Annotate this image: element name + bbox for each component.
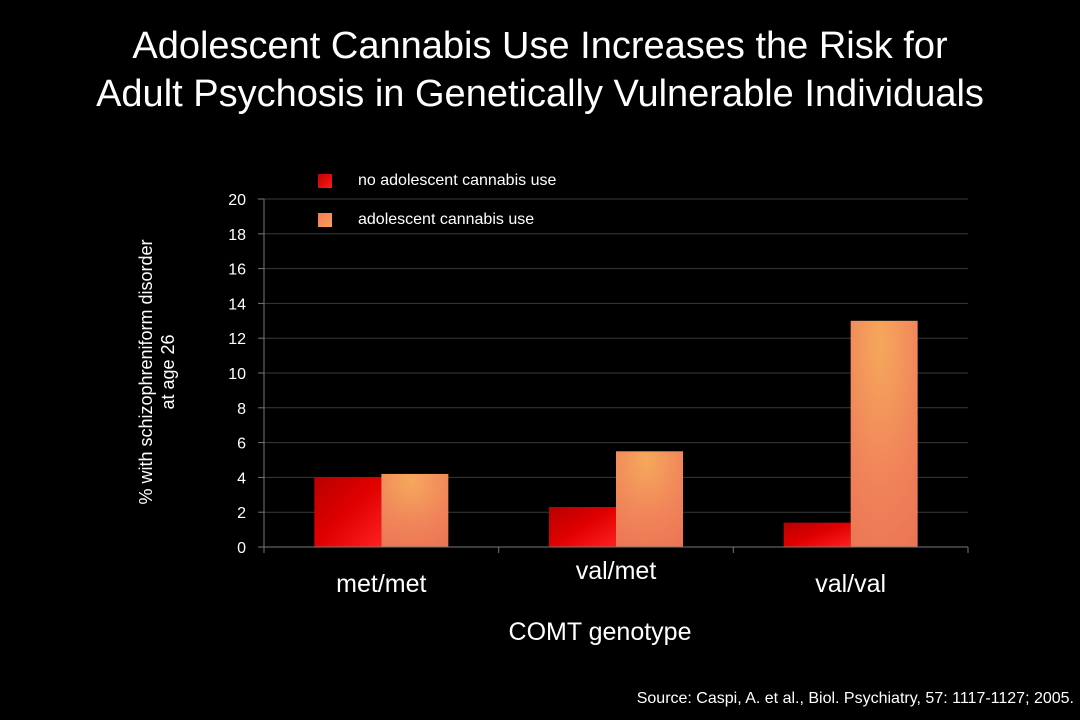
bar-cannabis-3 xyxy=(850,320,918,547)
bar-no-cannabis-1 xyxy=(314,477,382,547)
y-tick-label: 10 xyxy=(228,366,246,383)
bars xyxy=(314,320,918,547)
x-axis: met/met val/met val/val xyxy=(263,199,969,598)
legend-item-no-cannabis: no adolescent cannabis use xyxy=(318,171,556,191)
y-tick-label: 20 xyxy=(228,192,246,209)
title-line-1: Adolescent Cannabis Use Increases the Ri… xyxy=(132,25,948,67)
x-tick-label: met/met xyxy=(336,570,426,598)
chart-title: Adolescent Cannabis Use Increases the Ri… xyxy=(0,22,1080,118)
x-tick-label: val/val xyxy=(815,570,886,598)
y-tick-label: 8 xyxy=(237,401,246,418)
y-tick-label: 16 xyxy=(228,262,246,279)
legend-label-no-cannabis: no adolescent cannabis use xyxy=(358,172,557,189)
y-tick-label: 12 xyxy=(228,331,246,348)
y-tick-label: 0 xyxy=(237,540,246,557)
legend-item-cannabis: adolescent cannabis use xyxy=(318,210,534,230)
y-tick-label: 18 xyxy=(228,227,246,244)
y-tick-label: 6 xyxy=(237,436,246,453)
bar-no-cannabis-2 xyxy=(549,506,616,547)
bar-no-cannabis-3 xyxy=(783,522,851,547)
title-line-2: Adult Psychosis in Genetically Vulnerabl… xyxy=(96,73,984,115)
bar-cannabis-1 xyxy=(381,473,449,547)
bar-cannabis-2 xyxy=(616,451,683,547)
x-axis-label: COMT genotype xyxy=(508,618,692,646)
legend-label-cannabis: adolescent cannabis use xyxy=(358,211,535,228)
source-citation: Source: Caspi, A. et al., Biol. Psychiat… xyxy=(636,690,1074,707)
legend-swatch-cannabis xyxy=(318,213,332,227)
y-tick-label: 4 xyxy=(237,470,246,487)
legend-swatch-no-cannabis xyxy=(318,174,332,188)
x-tick-label: val/met xyxy=(576,557,657,585)
y-tick-label: 2 xyxy=(237,505,246,522)
y-tick-label: 14 xyxy=(228,296,246,313)
y-axis-ticks: 0 2 4 6 8 10 12 14 16 18 20 xyxy=(228,192,264,557)
